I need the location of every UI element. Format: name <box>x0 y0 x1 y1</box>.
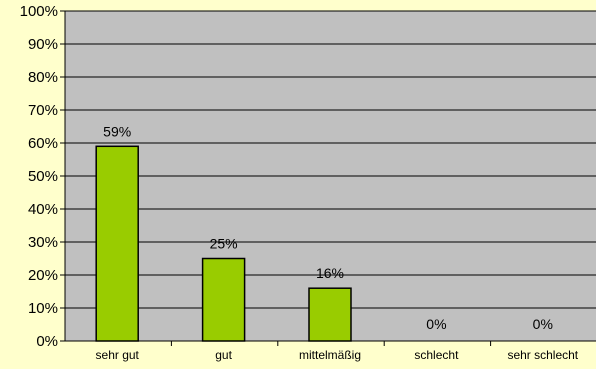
y-tick-label: 80% <box>28 69 58 86</box>
data-label: 0% <box>533 316 553 332</box>
y-tick-label: 30% <box>28 234 58 251</box>
data-labels: 59% 25% 16% 0% 0% <box>103 123 553 332</box>
bar-sehr-gut <box>95 145 139 342</box>
category-label: mittelmäßig <box>299 348 361 362</box>
y-tick-label: 70% <box>28 102 58 119</box>
y-axis: 0% 10% 20% 30% 40% 50% 60% 70% 80% 90% 100% <box>20 3 66 350</box>
data-label: 25% <box>210 236 238 252</box>
category-label: schlecht <box>414 348 459 362</box>
bar-gut <box>201 257 246 342</box>
data-label: 59% <box>103 123 131 139</box>
y-tick-label: 60% <box>28 135 58 152</box>
category-label: sehr schlecht <box>507 348 578 362</box>
y-tick-label: 10% <box>28 300 58 317</box>
data-label: 0% <box>426 316 446 332</box>
bar-mittelmäßig <box>308 287 352 342</box>
y-tick-label: 40% <box>28 201 58 218</box>
bars <box>95 145 352 342</box>
x-axis: sehr gut gut mittelmäßig schlecht sehr schle… <box>65 340 596 362</box>
y-tick-label: 0% <box>36 333 58 350</box>
y-tick-label: 100% <box>20 3 58 20</box>
y-tick-label: 20% <box>28 267 58 284</box>
gridlines <box>65 10 596 309</box>
category-label: sehr gut <box>96 348 140 362</box>
y-tick-label: 90% <box>28 36 58 53</box>
category-label: gut <box>215 348 232 362</box>
data-label: 16% <box>316 265 344 281</box>
y-tick-label: 50% <box>28 168 58 185</box>
